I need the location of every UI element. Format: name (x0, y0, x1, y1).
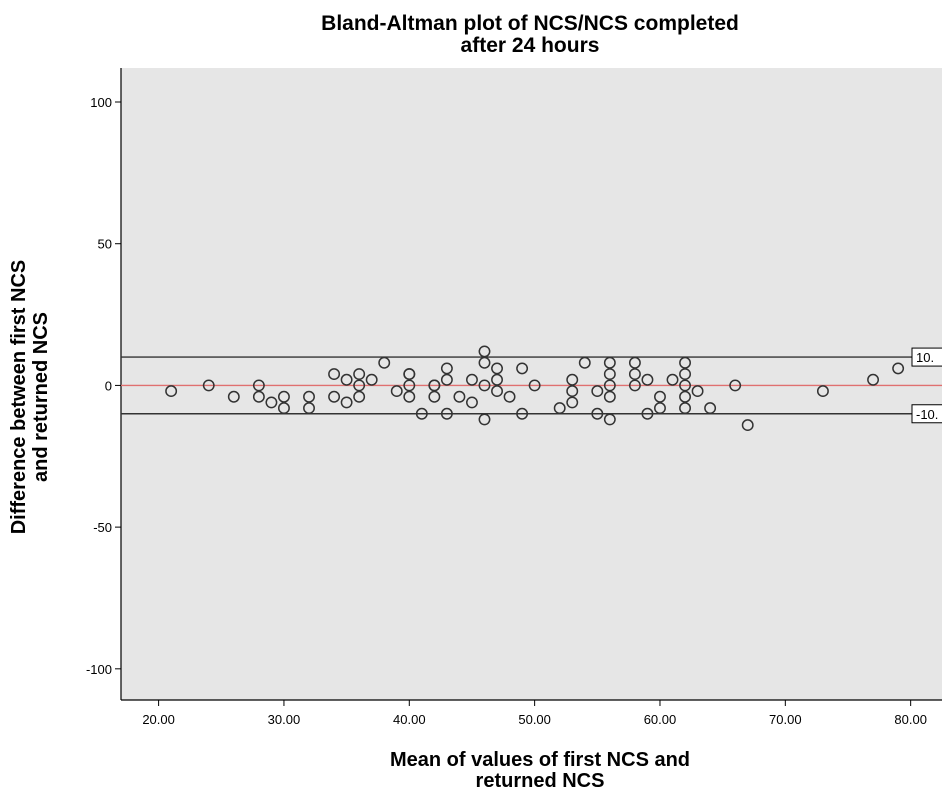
y-tick-label: 100 (90, 95, 112, 110)
x-tick-label: 70.00 (769, 712, 802, 727)
x-tick-label: 60.00 (644, 712, 677, 727)
x-tick-label: 50.00 (518, 712, 551, 727)
reference-line-label: 10. (916, 350, 934, 365)
y-tick-label: 50 (98, 237, 112, 252)
y-tick-label: -100 (86, 662, 112, 677)
plot-area (121, 68, 942, 700)
x-tick-label: 80.00 (894, 712, 927, 727)
x-tick-label: 20.00 (142, 712, 175, 727)
x-axis-label-line-1: Mean of values of first NCS and (320, 749, 760, 771)
y-tick-label: 0 (105, 378, 112, 393)
y-tick-label: -50 (93, 520, 112, 535)
reference-line-label: -10. (916, 407, 938, 422)
x-tick-label: 30.00 (268, 712, 301, 727)
x-axis-label-line-2: returned NCS (320, 770, 760, 792)
x-tick-label: 40.00 (393, 712, 426, 727)
